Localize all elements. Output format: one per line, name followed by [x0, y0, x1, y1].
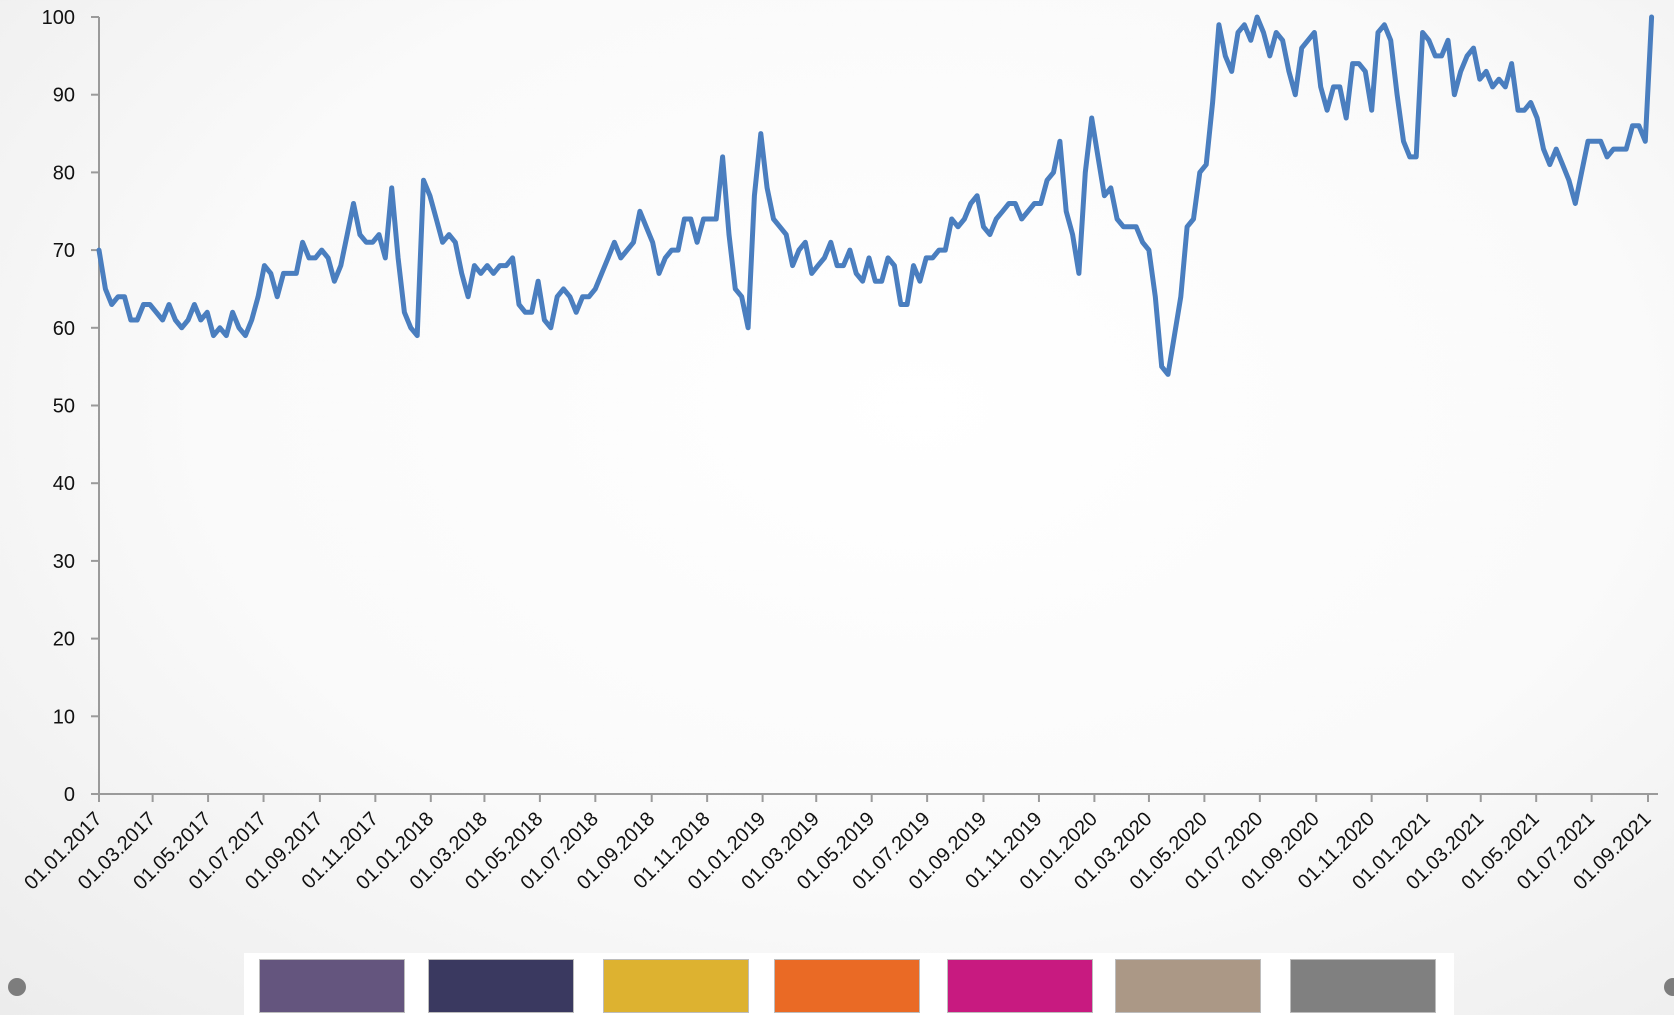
y-tick-label: 20: [53, 629, 75, 651]
y-tick-label: 40: [53, 473, 75, 495]
y-tick-label: 100: [42, 7, 75, 29]
y-tick-label: 50: [53, 396, 75, 418]
color-swatch: [947, 959, 1093, 1013]
left-corner-dot: [8, 978, 26, 996]
y-tick-label: 60: [53, 318, 75, 340]
color-swatch: [428, 959, 574, 1013]
y-tick-label: 90: [53, 85, 75, 107]
y-tick-label: 10: [53, 706, 75, 728]
color-swatch: [1290, 959, 1436, 1013]
y-tick-label: 70: [53, 240, 75, 262]
color-swatch: [774, 959, 920, 1013]
y-tick-label: 0: [64, 784, 75, 806]
y-tick-label: 30: [53, 551, 75, 573]
series-line: [96, 14, 1655, 377]
right-corner-dot: [1664, 978, 1674, 996]
color-swatch: [259, 959, 405, 1013]
y-tick-label: 80: [53, 162, 75, 184]
color-swatch-bar: [244, 953, 1454, 1015]
color-swatch: [603, 959, 749, 1013]
color-swatch: [1115, 959, 1261, 1013]
y-axis-ticks: 0 10 20 30 40 50 60 70 80 90 100: [42, 7, 99, 806]
x-axis-ticks: 01.01.201701.03.201701.05.201701.07.2017…: [20, 794, 1656, 894]
